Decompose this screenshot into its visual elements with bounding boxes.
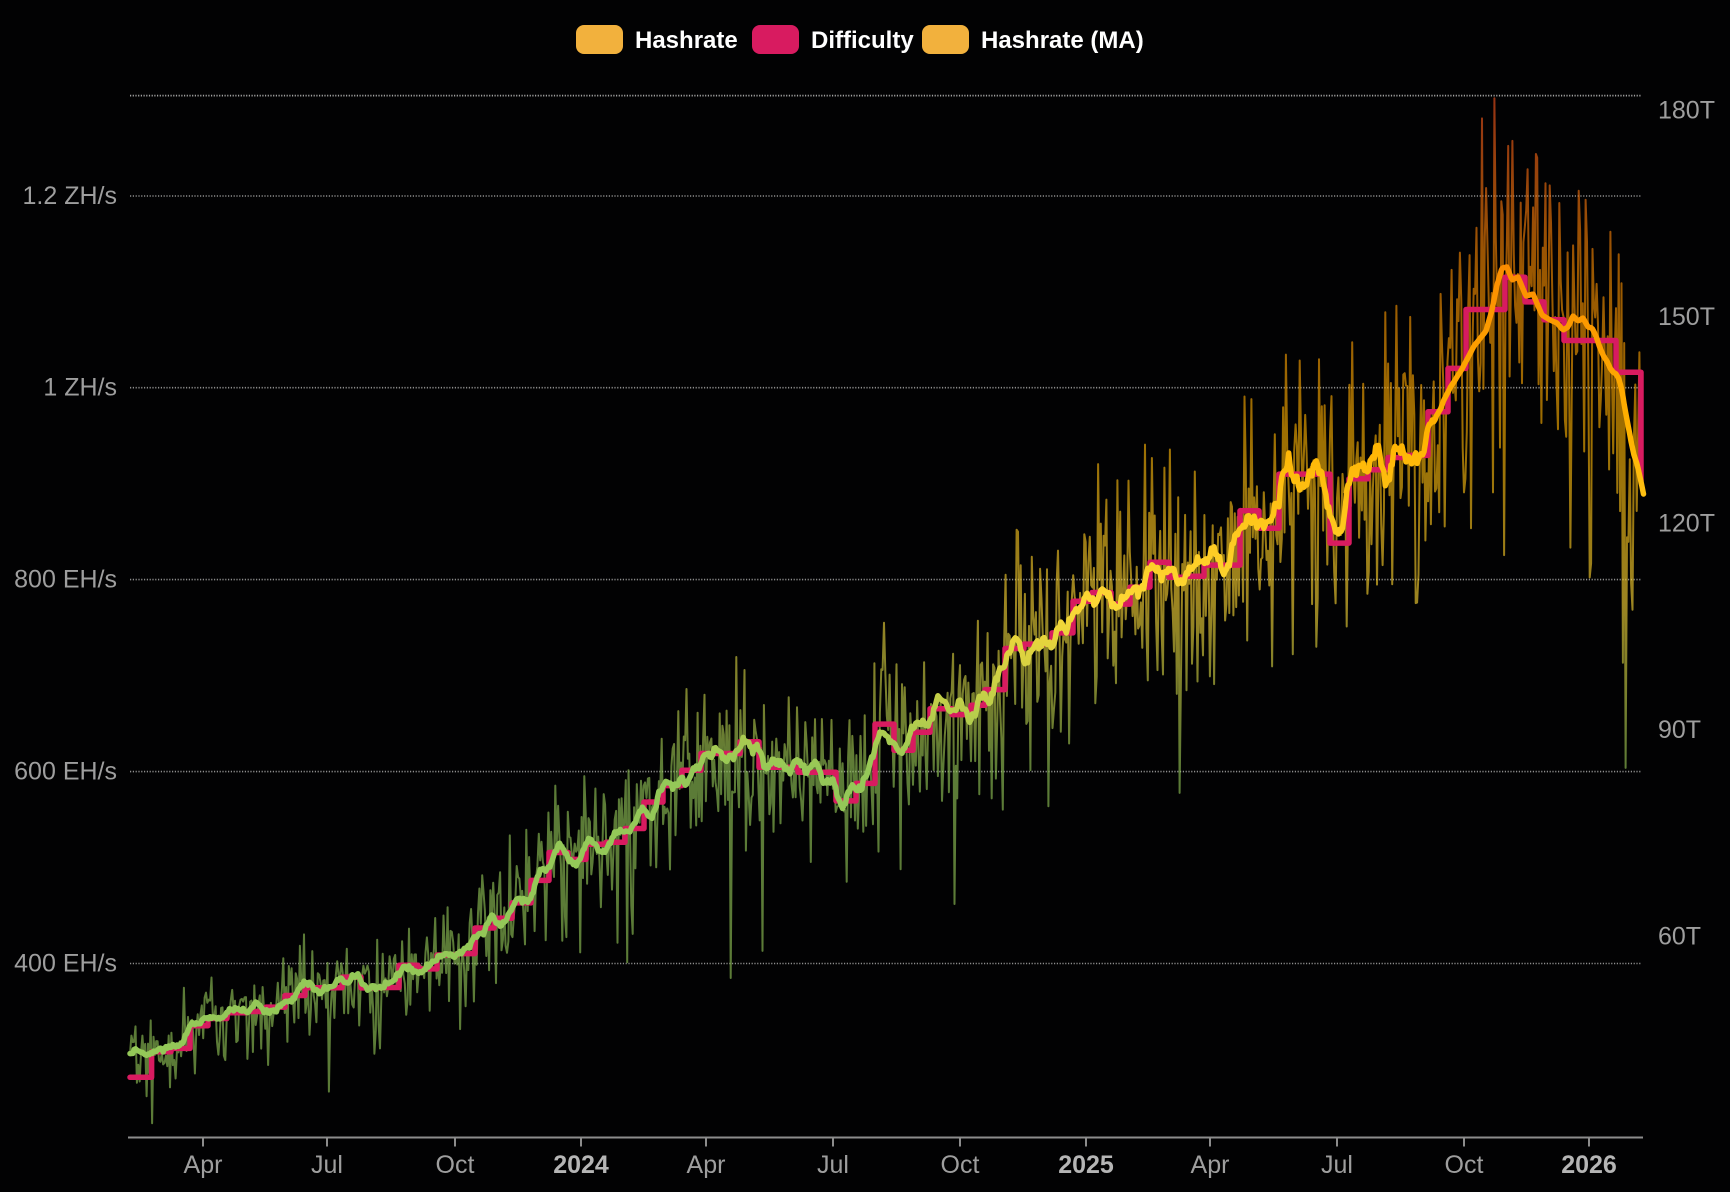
svg-text:Hashrate (MA): Hashrate (MA) [981, 27, 1144, 54]
svg-text:Apr: Apr [1191, 1151, 1230, 1179]
svg-text:Apr: Apr [687, 1151, 726, 1179]
svg-text:120T: 120T [1658, 510, 1715, 538]
svg-text:400 EH/s: 400 EH/s [14, 950, 117, 978]
svg-text:Difficulty: Difficulty [811, 27, 914, 54]
svg-text:Oct: Oct [436, 1151, 475, 1179]
svg-text:Jul: Jul [311, 1151, 343, 1179]
svg-text:Oct: Oct [1445, 1151, 1484, 1179]
svg-text:600 EH/s: 600 EH/s [14, 758, 117, 786]
svg-text:2026: 2026 [1561, 1151, 1617, 1179]
svg-text:Jul: Jul [817, 1151, 849, 1179]
svg-text:Hashrate: Hashrate [635, 27, 738, 54]
svg-text:Apr: Apr [184, 1151, 223, 1179]
svg-text:1 ZH/s: 1 ZH/s [43, 374, 117, 402]
svg-text:Oct: Oct [941, 1151, 980, 1179]
svg-text:150T: 150T [1658, 303, 1715, 331]
svg-text:60T: 60T [1658, 923, 1701, 951]
svg-text:1.2 ZH/s: 1.2 ZH/s [23, 182, 117, 210]
svg-text:800 EH/s: 800 EH/s [14, 566, 117, 594]
svg-text:2025: 2025 [1058, 1151, 1114, 1179]
svg-text:2024: 2024 [553, 1151, 609, 1179]
svg-text:180T: 180T [1658, 97, 1715, 125]
svg-text:Jul: Jul [1321, 1151, 1353, 1179]
svg-text:90T: 90T [1658, 716, 1701, 744]
